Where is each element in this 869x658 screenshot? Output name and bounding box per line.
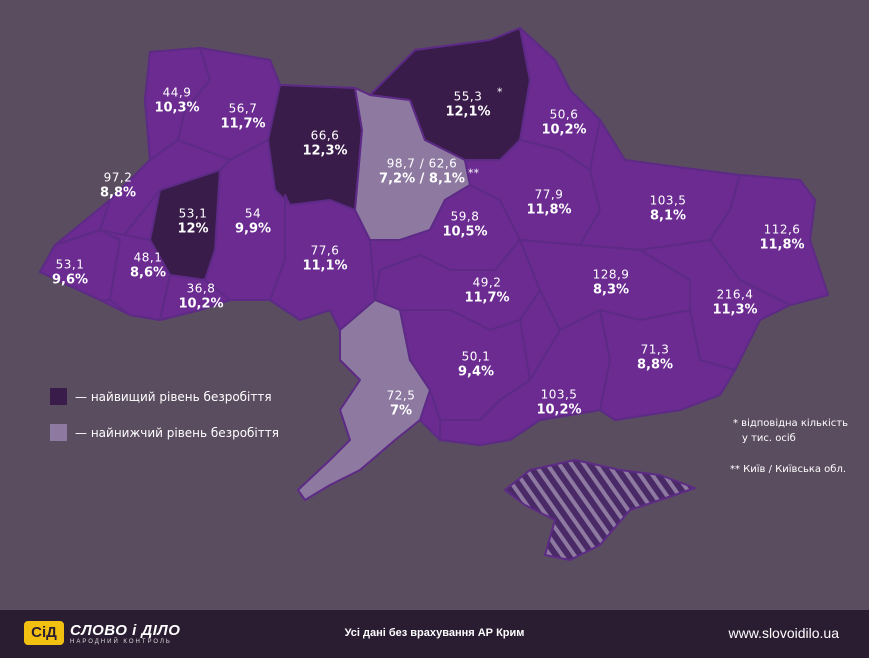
label-zaporizhzhia: 71,3 8,8% xyxy=(636,342,674,373)
note-line-1: * відповідна кількість xyxy=(733,418,848,429)
label-kirovohrad: 49,2 11,7% xyxy=(464,275,510,306)
label-sumy: 50,6 10,2% xyxy=(541,107,587,138)
label-kyiv: 98,7 / 62,6 7,2% / 8,1% ** xyxy=(379,156,479,187)
legend-highest: — найвищий рівень безробіття xyxy=(50,388,272,405)
note-line-2: у тис. осіб xyxy=(742,433,796,444)
note-single-asterisk: * відповідна кількість у тис. осіб xyxy=(733,416,848,446)
ukraine-map xyxy=(39,27,829,561)
label-rivne: 56,7 11,7% xyxy=(220,101,266,132)
label-vinnytsia: 77,6 11,1% xyxy=(302,243,348,274)
map-stage: 44,9 10,3% 56,7 11,7% 66,6 12,3% 98,7 / 62,… xyxy=(39,27,848,561)
legend-label-lowest: — найнижчий рівень безробіття xyxy=(75,425,279,440)
label-dnipropetrovsk: 128,9 8,3% xyxy=(592,267,630,298)
logo[interactable]: СіД СЛОВО і ДІЛО НАРОДНИЙ КОНТРОЛЬ xyxy=(24,621,180,645)
label-volyn: 44,9 10,3% xyxy=(154,85,200,116)
label-odesa: 72,5 7% xyxy=(386,388,416,419)
label-ivano-frankivsk: 48,1 8,6% xyxy=(129,250,167,281)
region-crimea xyxy=(504,459,696,561)
logo-name: СЛОВО і ДІЛО xyxy=(70,621,181,639)
legend-lowest: — найнижчий рівень безробіття xyxy=(50,424,279,441)
region-luhansk xyxy=(709,174,829,306)
label-zakarpattia: 53,1 9,6% xyxy=(51,257,89,288)
note-double-asterisk: ** Київ / Київська обл. xyxy=(730,464,847,475)
label-donetsk: 216,4 11,3% xyxy=(712,287,758,318)
label-poltava: 77,9 11,8% xyxy=(526,187,572,218)
legend-swatch-highest xyxy=(50,388,67,405)
logo-tagline: НАРОДНИЙ КОНТРОЛЬ xyxy=(70,638,172,645)
footer-note: Усі дані без врахування АР Крим xyxy=(344,627,525,639)
label-mykolaiv: 50,1 9,4% xyxy=(457,349,495,380)
legend-label-highest: — найвищий рівень безробіття xyxy=(75,389,272,404)
region-ivano-frankivsk xyxy=(99,229,171,321)
website-link[interactable]: www.slovoidilo.ua xyxy=(728,625,840,641)
label-khmelnytskyi: 54 9,9% xyxy=(234,206,272,237)
label-chernihiv: 55,3 12,1% * xyxy=(445,85,503,120)
label-cherkasy: 59,8 10,5% xyxy=(442,209,488,240)
legend-swatch-lowest xyxy=(50,424,67,441)
label-ternopil: 53,1 12% xyxy=(177,206,209,237)
logo-mark: СіД xyxy=(24,621,64,645)
label-chernivtsi: 36,8 10,2% xyxy=(178,281,224,312)
label-luhansk: 112,6 11,8% xyxy=(759,222,805,253)
label-zhytomyr: 66,6 12,3% xyxy=(302,128,348,159)
label-kherson: 103,5 10,2% xyxy=(536,387,582,418)
label-lviv: 97,2 8,8% xyxy=(99,170,137,201)
footer-bar: СіД СЛОВО і ДІЛО НАРОДНИЙ КОНТРОЛЬ Усі д… xyxy=(0,610,869,658)
region-donetsk xyxy=(639,239,791,371)
logo-text: СЛОВО і ДІЛО НАРОДНИЙ КОНТРОЛЬ xyxy=(70,622,180,645)
region-zaporizhzhia xyxy=(599,309,736,421)
label-kharkiv: 103,5 8,1% xyxy=(649,193,687,224)
